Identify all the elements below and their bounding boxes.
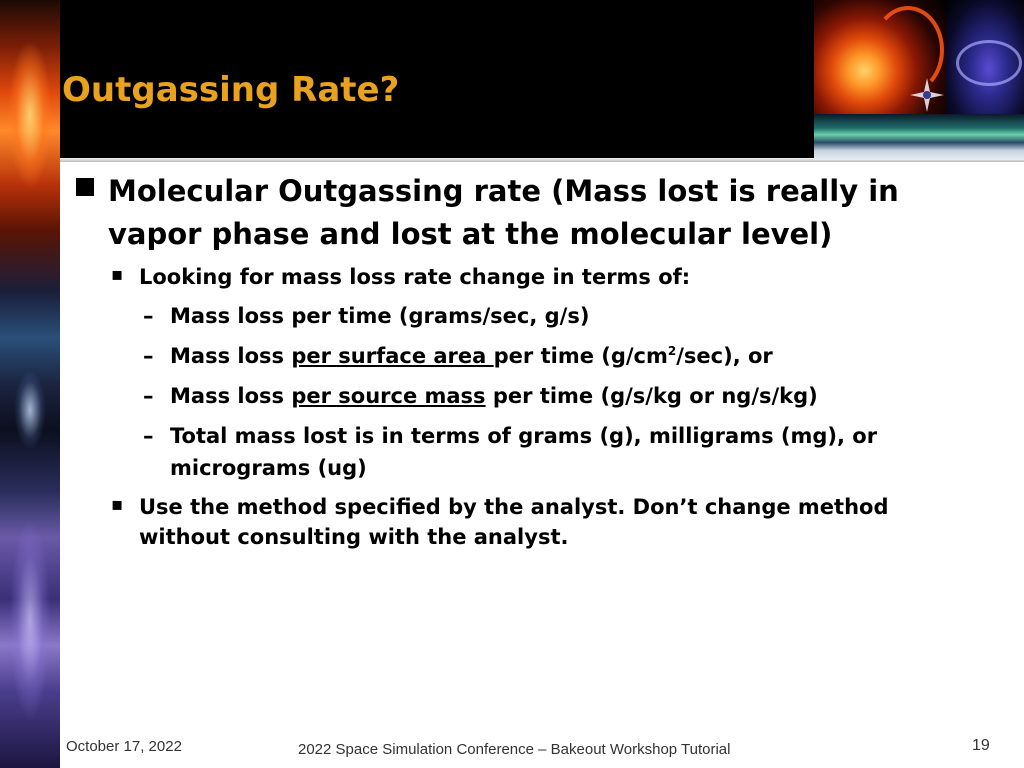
dash-bullet-icon: – bbox=[143, 424, 154, 448]
page-number: 19 bbox=[972, 737, 990, 754]
footer-date: October 17, 2022 bbox=[66, 738, 182, 755]
dash-bullet-icon: – bbox=[143, 384, 154, 408]
footer-title: 2022 Space Simulation Conference – Bakeo… bbox=[298, 741, 731, 758]
bullet-level1: Molecular Outgassing rate (Mass lost is … bbox=[70, 170, 970, 256]
bullet-level2: ▪ Use the method specified by the analys… bbox=[70, 492, 970, 552]
bullet-level3: – Mass loss per source mass per time (g/… bbox=[70, 380, 970, 412]
square-bullet-icon bbox=[76, 178, 94, 196]
compass-star-icon bbox=[910, 78, 944, 112]
nebula-graphic bbox=[10, 520, 50, 720]
header-band bbox=[60, 0, 814, 160]
slide-title: Outgassing Rate? bbox=[62, 70, 400, 110]
bullet-text: Use the method specified by the analyst.… bbox=[139, 495, 889, 549]
magnetosphere-image bbox=[946, 0, 1024, 114]
bullet-level2: ▪ Looking for mass loss rate change in t… bbox=[70, 262, 970, 292]
bullet-text: Total mass lost is in terms of grams (g)… bbox=[170, 424, 878, 480]
header-divider bbox=[60, 158, 1024, 162]
dash-bullet-icon: – bbox=[143, 304, 154, 328]
bullet-text: Molecular Outgassing rate (Mass lost is … bbox=[108, 174, 899, 251]
bullet-text-part: Mass loss bbox=[170, 344, 292, 368]
underlined-text: per surface area bbox=[291, 344, 494, 368]
bullet-text-part: per time (g/cm bbox=[493, 344, 668, 368]
left-decorative-image-strip bbox=[0, 0, 60, 768]
bullet-text: Mass loss per time (grams/sec, g/s) bbox=[170, 304, 590, 328]
aurora-image bbox=[814, 114, 1024, 160]
bullet-text-part: per time (g/s/kg or ng/s/kg) bbox=[485, 384, 818, 408]
slide-body: Molecular Outgassing rate (Mass lost is … bbox=[70, 170, 970, 560]
bullet-level3: – Mass loss per surface area per time (g… bbox=[70, 340, 970, 372]
bullet-level3: – Total mass lost is in terms of grams (… bbox=[70, 420, 970, 484]
small-square-bullet-icon: ▪ bbox=[111, 264, 124, 285]
magnetic-field-graphic bbox=[956, 40, 1022, 86]
underlined-text: per source mass bbox=[291, 384, 486, 408]
star-graphic bbox=[14, 370, 46, 450]
solar-prominence-graphic bbox=[872, 6, 944, 94]
bullet-level3: – Mass loss per time (grams/sec, g/s) bbox=[70, 300, 970, 332]
dash-bullet-icon: – bbox=[143, 344, 154, 368]
bullet-text-part: Mass loss bbox=[170, 384, 292, 408]
small-square-bullet-icon: ▪ bbox=[111, 494, 124, 515]
solar-flare-graphic bbox=[8, 40, 52, 190]
bullet-text: Looking for mass loss rate change in ter… bbox=[139, 265, 691, 289]
bullet-text-part: /sec), or bbox=[676, 344, 773, 368]
superscript: 2 bbox=[667, 344, 677, 358]
